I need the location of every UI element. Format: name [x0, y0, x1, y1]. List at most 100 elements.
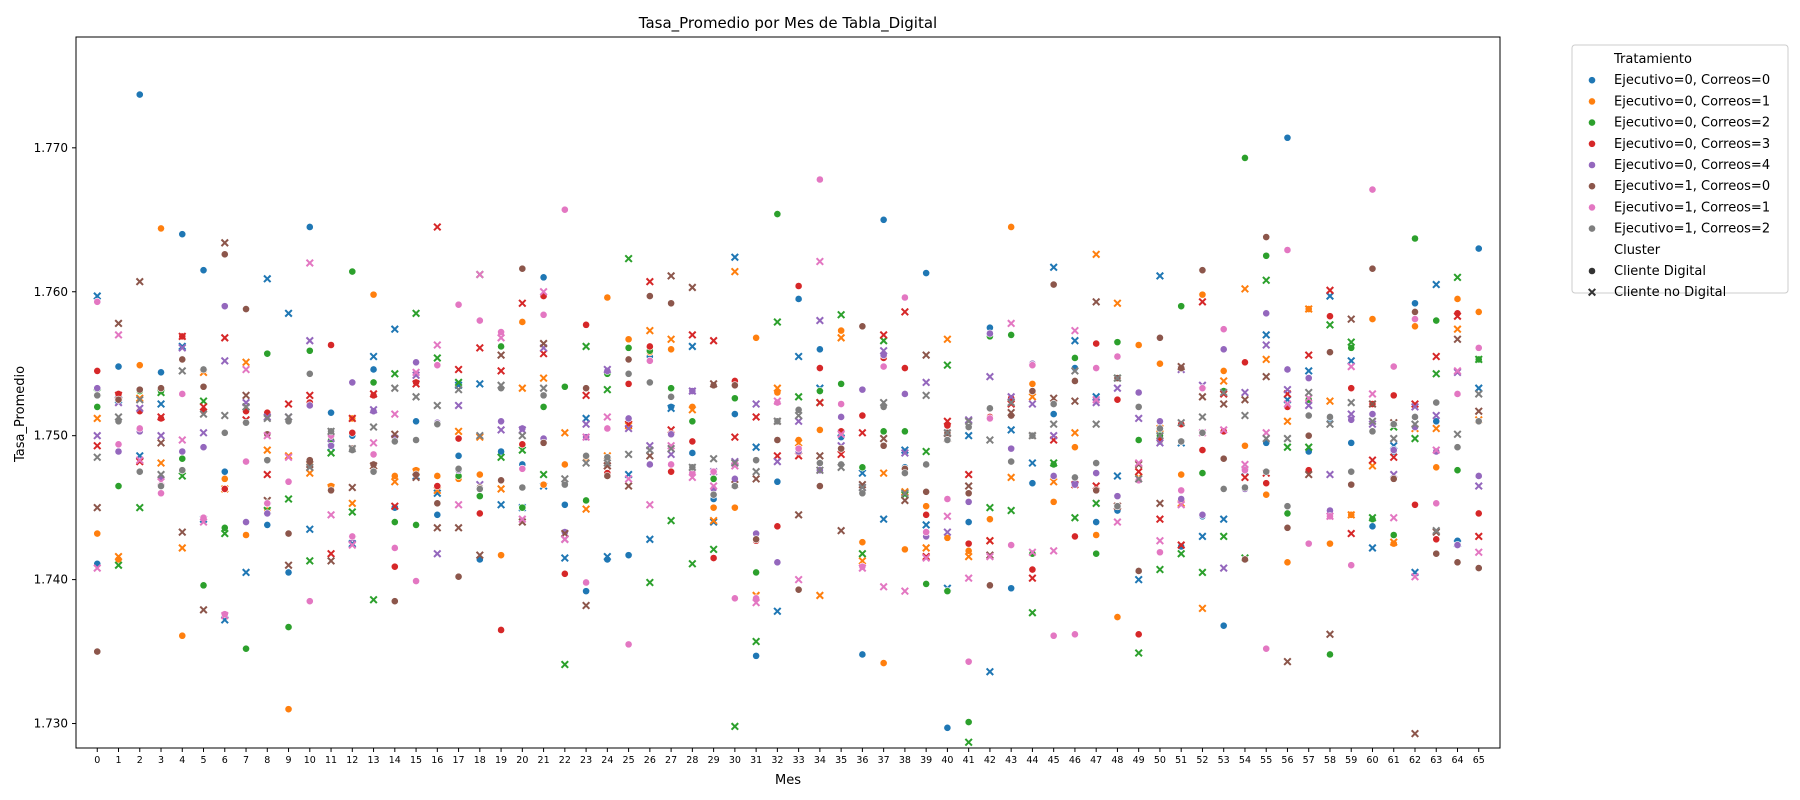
data-point-nondigital [624, 450, 633, 459]
legend-marker-circle [1588, 267, 1596, 275]
x-tick-label: 57 [1303, 755, 1315, 766]
data-point-nondigital [433, 401, 442, 410]
data-point-nondigital [1262, 434, 1271, 443]
data-point-digital [93, 529, 102, 538]
data-point-digital [475, 509, 484, 518]
data-point-digital [560, 528, 569, 537]
data-point-digital [730, 410, 739, 418]
data-point-digital [709, 474, 718, 483]
data-point-digital [582, 578, 590, 587]
data-point-nondigital [263, 414, 272, 423]
data-point-nondigital [412, 309, 421, 318]
data-point-nondigital [1113, 384, 1122, 393]
data-point-digital [1219, 621, 1228, 630]
data-point-nondigital [1007, 408, 1016, 417]
x-tick-label: 35 [835, 755, 847, 766]
data-point-nondigital [1262, 355, 1271, 364]
data-point-digital [1474, 343, 1483, 352]
data-point-nondigital [1432, 528, 1441, 537]
x-tick-label: 3 [158, 755, 164, 766]
data-point-nondigital [773, 317, 782, 326]
data-point-digital [305, 401, 314, 410]
data-point-digital [667, 460, 676, 469]
data-point-nondigital [922, 447, 931, 456]
data-point-nondigital [752, 474, 761, 483]
legend-marker [1588, 161, 1596, 169]
data-point-digital [1113, 395, 1122, 404]
data-point-nondigital [390, 369, 399, 378]
data-point-nondigital [964, 415, 973, 424]
data-point-nondigital [815, 316, 824, 325]
legend-style-label: Cliente no Digital [1614, 285, 1726, 300]
data-point-nondigital [964, 470, 973, 479]
data-point-digital [412, 378, 420, 387]
data-point-digital [114, 447, 123, 456]
data-point-digital [688, 437, 697, 446]
data-point-nondigital [1219, 400, 1228, 409]
data-point-digital [114, 395, 123, 404]
data-point-digital [964, 518, 973, 526]
data-point-nondigital [390, 325, 399, 334]
data-point-nondigital [922, 520, 931, 529]
x-tick-label: 41 [963, 755, 975, 766]
x-tick-label: 48 [1111, 755, 1123, 766]
data-point-nondigital [1028, 431, 1037, 440]
data-point-digital [369, 407, 378, 416]
data-point-digital [667, 430, 676, 439]
data-point-digital [1347, 480, 1356, 489]
data-point-nondigital [135, 394, 144, 403]
data-point-digital [242, 418, 250, 427]
data-point-digital [624, 369, 633, 378]
data-point-digital [1113, 352, 1122, 361]
data-point-nondigital [390, 410, 399, 419]
data-point-nondigital [412, 379, 421, 388]
data-point-digital [1007, 457, 1016, 466]
data-point-nondigital [900, 448, 909, 457]
data-point-digital [964, 657, 973, 666]
data-point-nondigital [305, 258, 314, 267]
data-point-nondigital [1092, 250, 1101, 259]
data-point-digital [1241, 555, 1249, 564]
data-point-digital [858, 463, 867, 472]
y-tick-label: 1.770 [34, 141, 68, 155]
data-point-nondigital [284, 561, 293, 570]
data-point-nondigital [943, 335, 952, 344]
data-point-digital [199, 581, 208, 590]
data-point-nondigital [1453, 273, 1462, 282]
data-point-digital [773, 398, 782, 407]
data-point-digital [794, 295, 803, 303]
data-point-digital [1219, 485, 1228, 493]
data-point-nondigital [135, 457, 144, 466]
legend-entry-label: Ejecutivo=1, Correos=0 [1614, 179, 1770, 194]
data-point-nondigital [752, 467, 761, 476]
data-point-digital [1007, 331, 1016, 339]
data-point-nondigital [1007, 473, 1016, 482]
data-point-nondigital [603, 385, 612, 394]
x-tick-label: 18 [474, 755, 486, 766]
data-point-nondigital [348, 541, 357, 550]
data-point-digital [539, 310, 548, 319]
data-point-digital [1453, 466, 1462, 475]
data-point-nondigital [93, 503, 102, 512]
data-point-digital [964, 423, 973, 431]
data-point-nondigital [1134, 649, 1143, 658]
data-point-digital [1262, 479, 1271, 488]
legend-marker [1588, 203, 1596, 212]
data-point-digital [1411, 234, 1419, 243]
data-point-nondigital [582, 420, 591, 429]
x-tick-label: 36 [856, 755, 868, 766]
data-point-digital [943, 533, 952, 542]
data-point-nondigital [157, 431, 166, 440]
data-point-nondigital [199, 410, 208, 419]
data-point-digital [284, 477, 293, 486]
data-point-digital [794, 585, 803, 594]
data-point-nondigital [348, 483, 357, 492]
data-point-digital [390, 437, 399, 446]
data-point-nondigital [475, 433, 484, 442]
data-point-nondigital [730, 461, 739, 470]
data-point-nondigital [1389, 538, 1398, 547]
x-tick-label: 1 [115, 755, 121, 766]
data-point-digital [815, 364, 824, 372]
data-point-digital [582, 451, 590, 460]
data-point-digital [730, 394, 739, 403]
